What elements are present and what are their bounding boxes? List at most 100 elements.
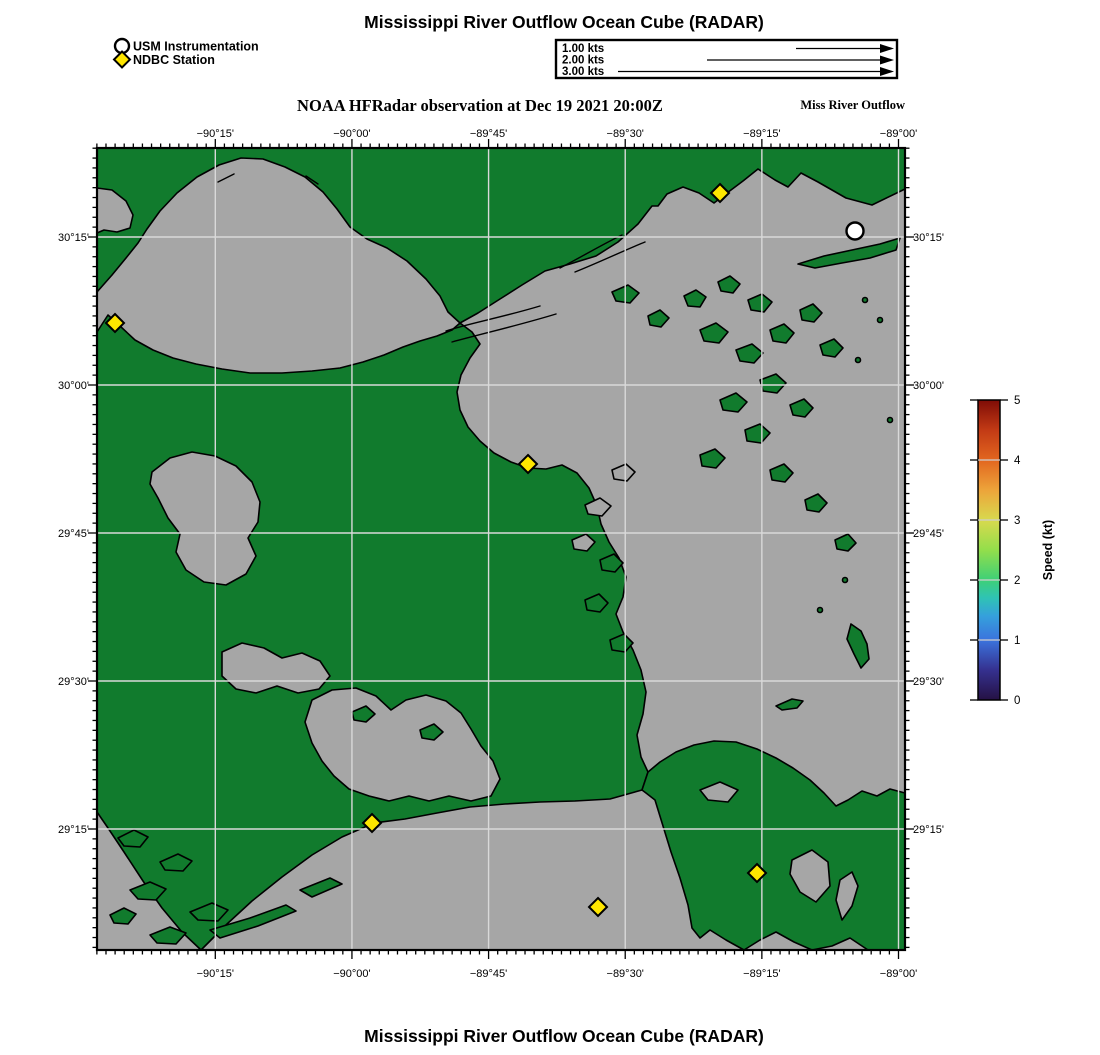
gulf-islet xyxy=(159,853,193,872)
marsh-islet xyxy=(799,303,823,323)
lat-tick-label-right: 30°15' xyxy=(913,232,944,244)
marsh-islet xyxy=(719,392,748,413)
chandeleur-island-sliver xyxy=(846,623,870,669)
marsh-islet xyxy=(683,289,707,308)
scale-arrow-3kt-icon xyxy=(618,67,894,76)
ndbc-station-marker xyxy=(104,312,126,334)
marsh-islet xyxy=(609,633,634,653)
marsh-pond-3 xyxy=(571,533,596,552)
lon-tick-label-top: −89°00' xyxy=(880,128,917,140)
marsh-islet xyxy=(735,343,764,364)
lon-tick-label-bottom: −89°15' xyxy=(743,968,780,980)
grid-lines xyxy=(97,148,905,950)
marsh-islet xyxy=(819,338,844,358)
marsh-islet xyxy=(717,275,741,294)
barrier-chain-sliver xyxy=(209,904,297,939)
ndbc-station-marker xyxy=(746,862,768,884)
marsh-islet xyxy=(769,463,794,483)
marsh-islet xyxy=(744,423,771,444)
colorbar-tick-label: 5 xyxy=(1014,395,1020,407)
lon-tick-label-bottom: −89°30' xyxy=(607,968,644,980)
map-plot xyxy=(88,139,914,959)
usm-legend-label: USM Instrumentation xyxy=(133,40,259,54)
marsh-islet xyxy=(584,593,609,613)
lat-tick-label-left: 30°00' xyxy=(58,380,89,392)
lat-tick-label-right: 29°15' xyxy=(913,824,944,836)
lon-tick-label-bottom: −90°15' xyxy=(197,968,234,980)
marsh-islet xyxy=(747,293,773,313)
ndbc-station-marker xyxy=(587,896,609,918)
island-sliver xyxy=(775,698,804,711)
marsh-islet xyxy=(699,448,726,469)
colorbar-ticks: 0 1 2 3 4 5 xyxy=(970,395,1021,707)
colorbar-tick-label: 2 xyxy=(1014,575,1020,587)
lat-tick-label-right: 30°00' xyxy=(913,380,944,392)
ndbc-station-marker xyxy=(517,453,539,475)
colorbar-gradient xyxy=(977,399,1001,701)
marsh-islands xyxy=(109,237,901,945)
marsh-islet xyxy=(789,398,814,418)
tiny-islet xyxy=(886,416,894,424)
lat-tick-label-right: 29°45' xyxy=(913,528,944,540)
legend: USM Instrumentation NDBC Station xyxy=(112,37,259,69)
gulf-islet xyxy=(117,829,149,848)
gulf-islet xyxy=(129,881,167,901)
lon-tick-label-top: −89°30' xyxy=(607,128,644,140)
ndbc-station-marker xyxy=(361,812,383,834)
marsh-islet xyxy=(804,493,828,513)
tiny-islet xyxy=(861,296,869,304)
axis-labels: −90°15' −90°15' −90°00' −90°00' −89°45' −89°4… xyxy=(58,128,944,980)
station-markers xyxy=(104,182,865,918)
lat-tick-label-left: 29°30' xyxy=(58,676,89,688)
tiny-islet xyxy=(841,576,849,584)
figure-title-bottom: Mississippi River Outflow Ocean Cube (RA… xyxy=(364,1026,764,1046)
barrier-chain-sliver xyxy=(299,877,343,898)
bay-islet xyxy=(419,723,444,741)
tiny-islet xyxy=(854,356,862,364)
scale-label-2: 2.00 kts xyxy=(562,55,604,67)
bay-islet xyxy=(351,705,376,723)
colorbar: 0 1 2 3 4 5 Speed (kt) xyxy=(970,395,1055,707)
tiny-islet xyxy=(816,606,824,614)
lon-tick-label-bottom: −89°00' xyxy=(880,968,917,980)
marsh-islet xyxy=(699,322,729,344)
map-frame xyxy=(95,146,907,952)
scale-label-3: 3.00 kts xyxy=(562,66,604,78)
lat-tick-label-left: 29°15' xyxy=(58,824,89,836)
ndbc-legend-label: NDBC Station xyxy=(133,53,215,67)
delta-bay-3 xyxy=(835,871,859,921)
velocity-scale-box: 1.00 kts 2.00 kts 3.00 kts xyxy=(554,38,899,80)
gulf-islet xyxy=(109,907,137,925)
gulf-islet xyxy=(189,902,229,922)
colorbar-tick-label: 3 xyxy=(1014,515,1020,527)
lake-west-1 xyxy=(149,451,261,586)
lon-tick-label-top: −90°15' xyxy=(197,128,234,140)
usm-station-marker xyxy=(845,221,865,241)
colorbar-tick-label: 4 xyxy=(1014,455,1021,467)
marsh-pond-2 xyxy=(611,463,636,482)
marsh-islet xyxy=(769,323,795,344)
observation-subtitle: NOAA HFRadar observation at Dec 19 2021 … xyxy=(297,96,663,115)
region-label: Miss River Outflow xyxy=(800,98,905,112)
lat-tick-label-left: 30°15' xyxy=(58,232,89,244)
ndbc-legend-marker-icon xyxy=(112,50,132,69)
scale-arrow-1kt-icon xyxy=(796,44,894,53)
lat-tick-label-left: 29°45' xyxy=(58,528,89,540)
ndbc-station-marker xyxy=(709,182,731,204)
figure-title-top: Mississippi River Outflow Ocean Cube (RA… xyxy=(364,12,764,32)
lon-tick-label-bottom: −89°45' xyxy=(470,968,507,980)
delta-bay-2 xyxy=(789,849,831,903)
lat-tick-label-right: 29°30' xyxy=(913,676,944,688)
colorbar-tick-label: 1 xyxy=(1014,635,1020,647)
marsh-islet xyxy=(599,553,624,573)
marsh-islet xyxy=(834,533,857,552)
scale-label-1: 1.00 kts xyxy=(562,43,604,55)
lon-tick-label-top: −89°45' xyxy=(470,128,507,140)
marsh-islet xyxy=(647,309,670,328)
lon-tick-label-bottom: −90°00' xyxy=(333,968,370,980)
scale-box-frame xyxy=(554,38,899,80)
scale-arrow-2kt-icon xyxy=(707,55,894,65)
delta-bay-1 xyxy=(699,781,739,803)
